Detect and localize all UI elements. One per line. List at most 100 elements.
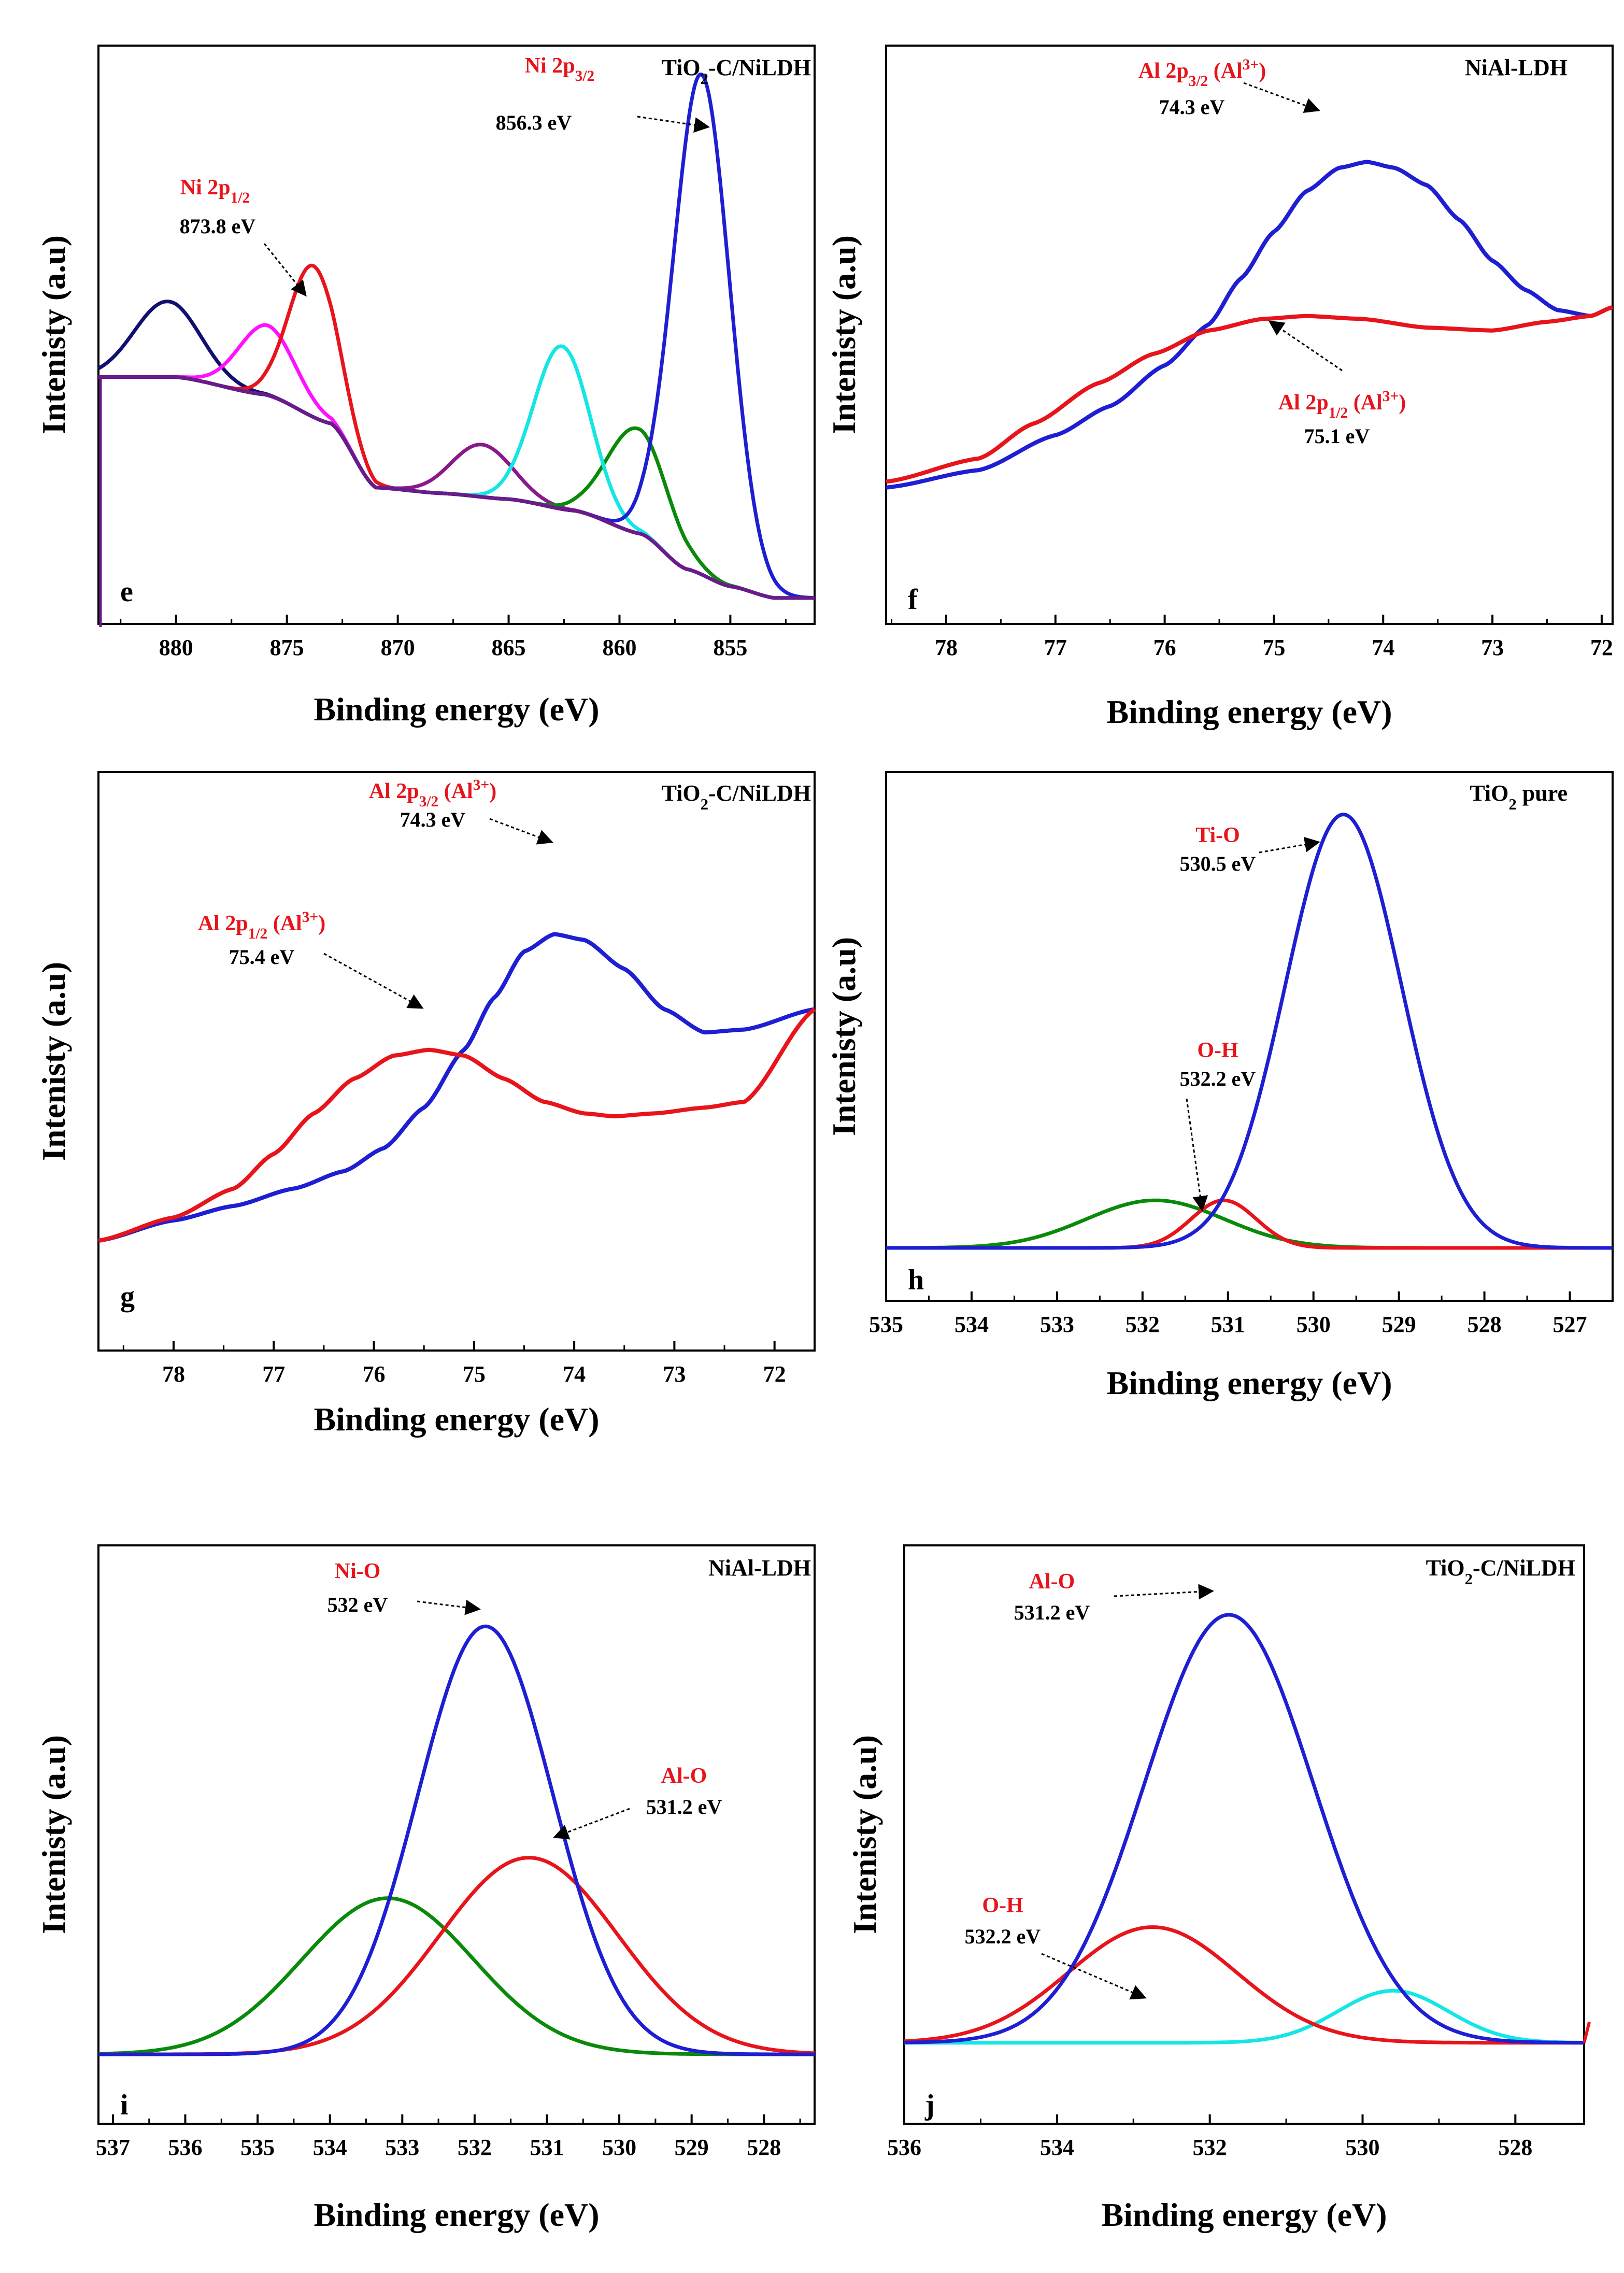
x-tick-label: 535 (869, 1312, 903, 1337)
x-axis-title: Binding energy (eV) (1106, 1365, 1392, 1401)
x-tick-label: 532 (1193, 2135, 1227, 2160)
x-tick-label: 530 (1345, 2135, 1379, 2160)
x-tick-label: 75 (1262, 635, 1285, 660)
curves (886, 160, 1613, 490)
x-tick-label: 534 (313, 2135, 347, 2160)
curves (97, 73, 815, 627)
peak-ti-o (886, 813, 1613, 1250)
annotation: O-H 532.2 eV (965, 1894, 1147, 2000)
series-al-2p3-2-al3- (886, 160, 1613, 490)
x-tick-label: 76 (363, 1361, 386, 1387)
x-axis: 78 77 76 75 74 73 72 (891, 615, 1613, 660)
annotation: Al 2p1/2 (Al3+) 75.4 eV (198, 909, 424, 1009)
sample-label: TiO2 pure (1470, 780, 1568, 813)
x-tick-label: 880 (159, 635, 193, 660)
annotation-name: Al 2p3/2 (Al3+) (369, 777, 496, 810)
x-tick-label: 528 (1498, 2135, 1532, 2160)
annotation-value: 532.2 eV (965, 1925, 1041, 1948)
series-al-2p3-2-al3- (98, 932, 815, 1243)
x-tick-label: 870 (381, 635, 415, 660)
plot-frame (97, 1544, 816, 2125)
peak-ni-o (98, 1624, 815, 2056)
annotation-arrow (1041, 1953, 1147, 2000)
edge-artifact (1583, 2022, 1591, 2043)
x-axis-title: Binding energy (eV) (314, 691, 599, 728)
curves (904, 1613, 1591, 2045)
series-al-2p1-2-al3- (98, 1007, 816, 1243)
annotation: Al 2p1/2 (Al3+) 75.1 eV (1268, 320, 1406, 448)
panel-f: 78 77 76 75 74 73 72 Binding energy (eV) Intenis… (825, 45, 1614, 730)
y-axis-title: Intenisty (a.u) (846, 1735, 883, 1934)
x-tick-label: 536 (887, 2135, 921, 2160)
peak-component (98, 1896, 815, 2056)
peak-o-h (904, 1925, 1585, 2045)
x-tick-label: 532 (1126, 1312, 1160, 1337)
x-tick-label: 529 (675, 2135, 709, 2160)
x-tick-label: 77 (1044, 635, 1067, 660)
annotation-name: Al 2p1/2 (Al3+) (1278, 388, 1406, 421)
x-tick-label: 78 (935, 635, 958, 660)
panel-e: 880 875 870 865 860 855 Binding energy (eV) Int… (35, 45, 816, 728)
curves (98, 932, 816, 1243)
annotation-arrow (1243, 82, 1320, 113)
sample-label: NiAl-LDH (1465, 55, 1568, 80)
x-tick-label: 528 (1468, 1312, 1502, 1337)
annotation: Al-O 531.2 eV (553, 1764, 722, 1840)
x-tick-label: 860 (602, 635, 636, 660)
x-axis: 537 536 535 534 533 532 531 530 529 528 (96, 2114, 801, 2160)
annotation: Ni 2p3/2 856.3 eV (496, 54, 710, 134)
x-tick-label: 537 (96, 2135, 130, 2160)
x-tick-label: 527 (1553, 1312, 1587, 1337)
sample-label: TiO2-C/NiLDH (662, 55, 811, 88)
x-tick-label: 73 (663, 1361, 686, 1387)
series-al-2p1-2-al3- (886, 305, 1613, 484)
annotation-value: 873.8 eV (180, 215, 256, 238)
x-tick-label: 535 (240, 2135, 275, 2160)
sample-label: NiAl-LDH (708, 1555, 811, 1581)
annotation-name: Al-O (1029, 1570, 1075, 1594)
annotation-name: Ti-O (1195, 823, 1240, 847)
annotation: Ti-O 530.5 eV (1180, 823, 1320, 875)
x-tick-label: 77 (262, 1361, 285, 1387)
panel-letter: g (120, 1281, 135, 1313)
y-axis-title: Intenisty (a.u) (35, 235, 72, 434)
annotation-name: Ni 2p1/2 (180, 176, 250, 206)
annotation-arrow (1186, 1098, 1208, 1212)
panel-letter: j (924, 2089, 935, 2121)
annotation-arrow (1114, 1584, 1214, 1600)
x-tick-label: 532 (458, 2135, 492, 2160)
panel-g: 78 77 76 75 74 73 72 Binding energy (eV) Intenis… (35, 771, 816, 1438)
x-tick-label: 72 (763, 1361, 786, 1387)
annotation-arrow (1259, 836, 1320, 854)
peak-component (904, 1988, 1585, 2045)
x-tick-label: 530 (602, 2135, 636, 2160)
annotation-value: 530.5 eV (1180, 852, 1256, 875)
x-axis: 78 77 76 75 74 73 72 (122, 1341, 786, 1387)
panel-letter: h (908, 1264, 924, 1296)
x-tick-label: 531 (530, 2135, 564, 2160)
annotation: Al-O 531.2 eV (1014, 1570, 1214, 1624)
annotation-name: Ni 2p3/2 (525, 54, 594, 84)
plot-frame (885, 45, 1614, 625)
x-tick-label: 72 (1590, 635, 1613, 660)
x-tick-label: 875 (270, 635, 304, 660)
x-tick-label: 531 (1211, 1312, 1245, 1337)
x-axis-title: Binding energy (eV) (314, 2196, 599, 2233)
x-axis-title: Binding energy (eV) (1106, 693, 1392, 730)
panel-j: 536 534 532 530 528 Binding energy (eV) Inteni… (846, 1544, 1591, 2233)
x-tick-label: 533 (1040, 1312, 1074, 1337)
sample-label: TiO2-C/NiLDH (662, 780, 811, 813)
x-axis: 535 534 533 532 531 530 529 528 527 (869, 1291, 1587, 1337)
annotation-arrow (323, 953, 424, 1009)
curves (886, 813, 1613, 1250)
plot-frame (885, 771, 1614, 1302)
x-tick-label: 528 (747, 2135, 781, 2160)
x-axis: 536 534 532 530 528 (887, 2114, 1532, 2160)
curves (98, 1624, 815, 2056)
panel-letter: i (120, 2089, 129, 2121)
panel-h: 535 534 533 532 531 530 529 528 527 Binding energ… (825, 771, 1614, 1401)
panel-i: 537 536 535 534 533 532 531 530 529 528 Binding en… (35, 1544, 816, 2233)
x-axis: 880 875 870 865 860 855 (120, 615, 787, 660)
annotation-value: 75.1 eV (1304, 424, 1370, 448)
